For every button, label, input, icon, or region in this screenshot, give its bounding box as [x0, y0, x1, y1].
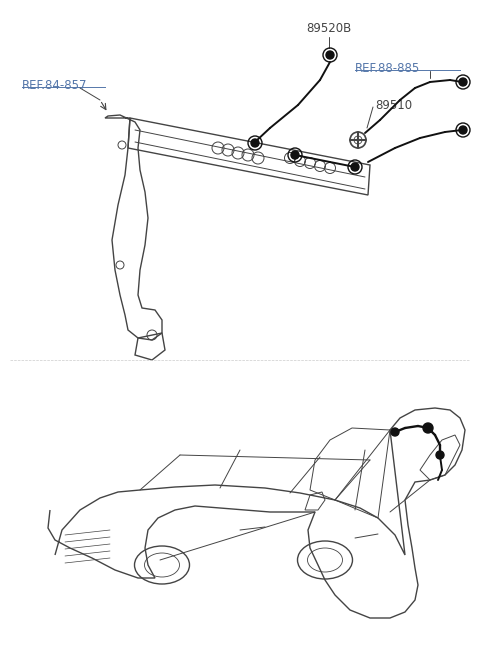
Circle shape [351, 163, 359, 171]
Circle shape [291, 151, 299, 159]
Circle shape [436, 451, 444, 459]
Text: 89510: 89510 [375, 98, 412, 112]
Text: REF.88-885: REF.88-885 [355, 62, 420, 74]
Circle shape [459, 78, 467, 86]
Text: REF.84-857: REF.84-857 [22, 78, 87, 92]
Circle shape [251, 139, 259, 147]
Text: 89520B: 89520B [306, 22, 352, 35]
Circle shape [391, 428, 399, 436]
Circle shape [423, 423, 433, 433]
Circle shape [459, 126, 467, 134]
Circle shape [326, 51, 334, 59]
